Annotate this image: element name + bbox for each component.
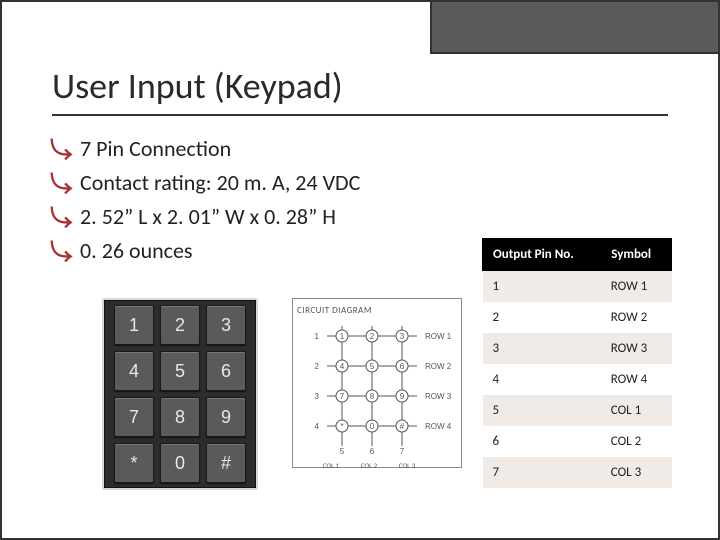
keypad-key: 0: [160, 443, 200, 483]
keypad-photo: 1 2 3 4 5 6 7 8 9 * 0 #: [102, 298, 258, 490]
keypad-key: 1: [114, 305, 154, 345]
svg-text:2: 2: [315, 362, 320, 371]
svg-text:2: 2: [370, 332, 375, 341]
keypad-key: 6: [206, 351, 246, 391]
col-label: COL 1: [317, 461, 345, 470]
bullet-item: 2. 52” L x 2. 01” W x 0. 28” H: [52, 200, 360, 234]
keypad-key: *: [114, 443, 154, 483]
circuit-col-labels: COL 1 COL 2 COL 3: [317, 461, 457, 470]
slide-title: User Input (Keypad): [52, 64, 343, 108]
bullet-list: 7 Pin Connection Contact rating: 20 m. A…: [52, 132, 360, 268]
pin-table: Output Pin No. Symbol 1ROW 1 2ROW 2 3ROW…: [482, 238, 672, 488]
table-row: 1ROW 1: [483, 271, 672, 303]
svg-text:*: *: [340, 422, 343, 431]
svg-text:4: 4: [340, 362, 345, 371]
svg-text:6: 6: [370, 447, 375, 456]
svg-text:9: 9: [400, 392, 405, 401]
keypad-key: #: [206, 443, 246, 483]
svg-text:#: #: [400, 422, 405, 431]
svg-text:ROW 1: ROW 1: [425, 332, 452, 341]
keypad-key: 2: [160, 305, 200, 345]
svg-text:5: 5: [340, 447, 345, 456]
svg-text:1: 1: [315, 332, 320, 341]
table-header-row: Output Pin No. Symbol: [483, 239, 672, 271]
keypad-key: 5: [160, 351, 200, 391]
svg-text:ROW 4: ROW 4: [425, 422, 452, 431]
col-label: COL 3: [393, 461, 421, 470]
keypad-grid: 1 2 3 4 5 6 7 8 9 * 0 #: [114, 305, 246, 483]
keypad-key: 3: [206, 305, 246, 345]
svg-text:7: 7: [400, 447, 405, 456]
keypad-frame: 1 2 3 4 5 6 7 8 9 * 0 #: [102, 298, 258, 490]
svg-text:3: 3: [315, 392, 320, 401]
col-label: COL 2: [355, 461, 383, 470]
circuit-title: CIRCUIT DIAGRAM: [297, 305, 457, 316]
svg-text:0: 0: [370, 422, 375, 431]
table-row: 3ROW 3: [483, 333, 672, 364]
svg-text:8: 8: [370, 392, 375, 401]
circuit-diagram: CIRCUIT DIAGRAM 1 2 3 4: [292, 298, 462, 468]
keypad-key: 9: [206, 397, 246, 437]
table-row: 7COL 3: [483, 457, 672, 488]
bullet-item: 0. 26 ounces: [52, 234, 360, 268]
keypad-key: 4: [114, 351, 154, 391]
table-row: 5COL 1: [483, 395, 672, 426]
bullet-item: Contact rating: 20 m. A, 24 VDC: [52, 166, 360, 200]
keypad-key: 8: [160, 397, 200, 437]
svg-text:ROW 3: ROW 3: [425, 392, 452, 401]
svg-text:1: 1: [340, 332, 345, 341]
svg-text:6: 6: [400, 362, 405, 371]
table-row: 6COL 2: [483, 426, 672, 457]
svg-text:7: 7: [340, 392, 345, 401]
corner-accent: [430, 0, 720, 54]
keypad-key: 7: [114, 397, 154, 437]
table-header: Output Pin No.: [483, 239, 601, 271]
svg-text:3: 3: [400, 332, 405, 341]
svg-text:ROW 2: ROW 2: [425, 362, 452, 371]
title-rule: [52, 114, 668, 116]
svg-text:5: 5: [370, 362, 375, 371]
slide-frame: User Input (Keypad) 7 Pin Connection Con…: [0, 0, 720, 540]
svg-text:4: 4: [315, 422, 320, 431]
circuit-svg: 1 2 3 4 5 6 7 8 9 * 0 # 1 2 3 4 ROW 1 RO…: [297, 316, 457, 456]
bullet-item: 7 Pin Connection: [52, 132, 360, 166]
table-row: 4ROW 4: [483, 364, 672, 395]
table-row: 2ROW 2: [483, 302, 672, 333]
table-header: Symbol: [601, 239, 672, 271]
